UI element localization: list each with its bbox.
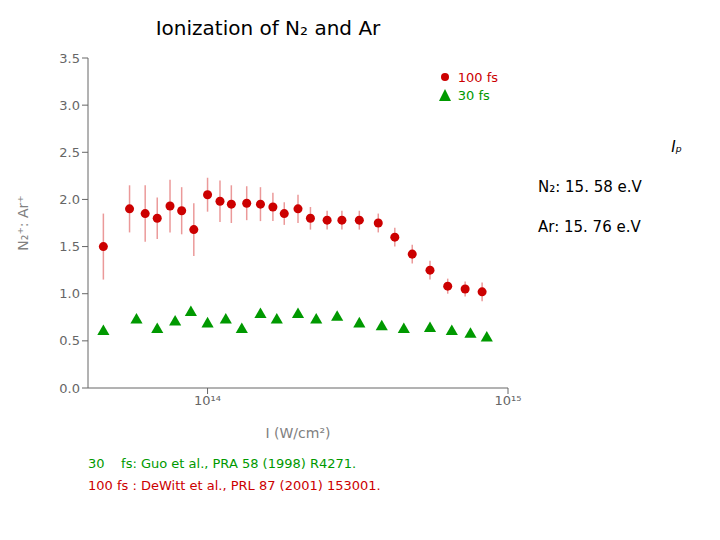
svg-text:10¹⁵: 10¹⁵ bbox=[495, 393, 522, 408]
svg-text:N₂⁺: Ar⁺: N₂⁺: Ar⁺ bbox=[15, 195, 31, 250]
html-text:Ionization of N₂ and Ar: Ionization of N₂ and Ar bbox=[155, 16, 381, 40]
svg-text:10¹⁴: 10¹⁴ bbox=[194, 393, 221, 408]
svg-text:2.0: 2.0 bbox=[59, 192, 80, 207]
svg-text:I (W/cm²): I (W/cm²) bbox=[265, 425, 330, 441]
svg-text:1.5: 1.5 bbox=[59, 239, 80, 254]
svg-text:0.5: 0.5 bbox=[59, 333, 80, 348]
html-text:30 fs: 30 fs bbox=[457, 87, 490, 103]
html-text:Iₚ: Iₚ bbox=[671, 138, 682, 156]
html-text:100 fs : DeWitt et al., PRL 87: 100 fs : DeWitt et al., PRL 87 (2001) 15… bbox=[88, 478, 381, 493]
html-text:30 fs: Guo et al., PRA 58 (199: 30 fs: Guo et al., PRA 58 (1998) R4271. bbox=[88, 456, 357, 471]
svg-text:3.5: 3.5 bbox=[59, 51, 80, 66]
svg-text:0.0: 0.0 bbox=[59, 381, 80, 396]
svg-text:2.5: 2.5 bbox=[59, 145, 80, 160]
html-text:N₂: 15. 58 e.V: N₂: 15. 58 e.V bbox=[538, 178, 642, 196]
svg-text:1.0: 1.0 bbox=[59, 286, 80, 301]
svg-text:3.0: 3.0 bbox=[59, 98, 80, 113]
html-text:Ar: 15. 76 e.V: Ar: 15. 76 e.V bbox=[538, 218, 641, 236]
html-text:100 fs: 100 fs bbox=[457, 69, 498, 85]
